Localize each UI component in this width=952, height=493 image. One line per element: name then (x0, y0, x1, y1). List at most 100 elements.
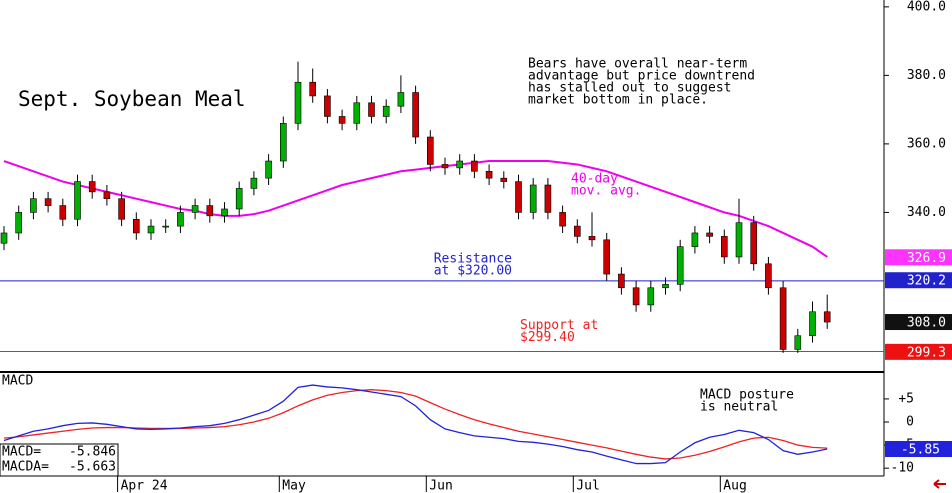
price-label-box (885, 343, 952, 360)
y-tick-label: 0 (906, 415, 914, 430)
readout-value: -5.846 (69, 445, 116, 460)
candle-body (426, 136, 434, 165)
candle-body (15, 212, 22, 234)
candle-body (206, 205, 214, 217)
candle-body (809, 311, 816, 337)
candle-body (647, 287, 655, 306)
candle-body (706, 232, 713, 237)
candle-body (471, 160, 478, 172)
candle-body (324, 95, 331, 117)
candle-body (59, 205, 67, 220)
price-label: 320.2 (907, 274, 946, 289)
candle-body (118, 198, 125, 220)
value-label: -5.85 (901, 443, 940, 458)
ma-label: mov. avg. (571, 184, 641, 199)
scroll-arrow[interactable] (933, 479, 946, 489)
moving-average (3, 160, 828, 258)
readout-label: MACD= (2, 445, 41, 460)
candle-body (368, 102, 375, 117)
candle-body (735, 222, 743, 258)
candle-body (353, 102, 361, 124)
y-tick-label: 340.0 (907, 205, 946, 220)
price-label: 308.0 (907, 316, 946, 331)
candle-body (382, 105, 390, 117)
candle-body (529, 184, 537, 213)
candle-body (235, 188, 243, 210)
y-tick-label: 380.0 (907, 68, 946, 83)
macd-line (3, 384, 828, 465)
price-label: 326.9 (907, 251, 946, 266)
candle-body (412, 92, 419, 138)
annotation: market bottom in place. (528, 93, 708, 108)
level-label: at $320.00 (434, 263, 512, 278)
candle-body (691, 232, 699, 247)
candle-body (44, 198, 52, 206)
candle-body (559, 212, 566, 227)
candle-body (779, 287, 787, 350)
candle-body (30, 198, 37, 213)
annotation: Bears have overall near-term (528, 57, 747, 72)
x-tick-label: Jul (576, 479, 599, 493)
candle-body (676, 246, 684, 285)
annotation: has stalled out to suggest (528, 81, 732, 96)
candle-body (500, 177, 508, 182)
chart-title: Sept. Soybean Meal (18, 87, 246, 111)
candle-body (823, 311, 831, 323)
ma-label: 40-day (571, 172, 618, 187)
candle-body (441, 164, 449, 169)
candle-body (588, 236, 596, 241)
candle-body (0, 232, 8, 244)
candle-body (632, 287, 640, 306)
price-label-box (885, 272, 952, 289)
candle-body (177, 212, 184, 227)
candle-body (133, 218, 140, 234)
readout-label: MACDA= (2, 460, 49, 475)
candle-body (221, 208, 228, 217)
x-tick-label: Aug (723, 479, 746, 493)
annotation: is neutral (700, 400, 778, 415)
candle-body (250, 177, 258, 189)
candle-body (765, 263, 772, 289)
candle-body (74, 181, 81, 220)
candle-body (147, 225, 155, 234)
candle-body (162, 225, 169, 228)
candle-body (662, 284, 669, 289)
candle-body (794, 335, 802, 350)
candle-body (265, 160, 272, 179)
candle-body (544, 184, 552, 213)
y-tick-label: -10 (891, 461, 914, 476)
candle-body (515, 181, 522, 213)
annotation: advantage but price downtrend (528, 69, 755, 84)
value-label-box (885, 441, 952, 457)
y-tick-label: 400.0 (907, 0, 946, 14)
annotation: MACD posture (700, 388, 794, 403)
x-tick-label: May (282, 479, 306, 493)
panel-title: MACD (2, 374, 33, 389)
readout-value: -5.663 (69, 460, 116, 475)
candle-body (750, 222, 758, 265)
candle-body (603, 239, 611, 275)
price-label-box (885, 314, 952, 331)
candle-body (338, 116, 346, 124)
level-label: $299.40 (520, 330, 575, 345)
x-tick-label: Apr 24 (121, 479, 168, 493)
y-tick-label: 360.0 (907, 136, 946, 151)
candle-body (720, 236, 728, 258)
candle-body (309, 81, 317, 97)
readout-box (0, 443, 119, 477)
price-label-box (885, 249, 952, 266)
macd-line (3, 389, 828, 460)
x-tick-label: Jun (429, 479, 452, 493)
candle-body (573, 225, 581, 237)
candle-body (103, 191, 111, 200)
level-label: Support at (520, 318, 598, 333)
price-label: 299.3 (907, 345, 946, 360)
candle-body (191, 205, 199, 213)
candle-body (294, 81, 302, 124)
candle-body (397, 92, 405, 107)
candle-body (88, 181, 96, 193)
candle-body (485, 170, 493, 179)
y-tick-label: +5 (898, 391, 914, 406)
